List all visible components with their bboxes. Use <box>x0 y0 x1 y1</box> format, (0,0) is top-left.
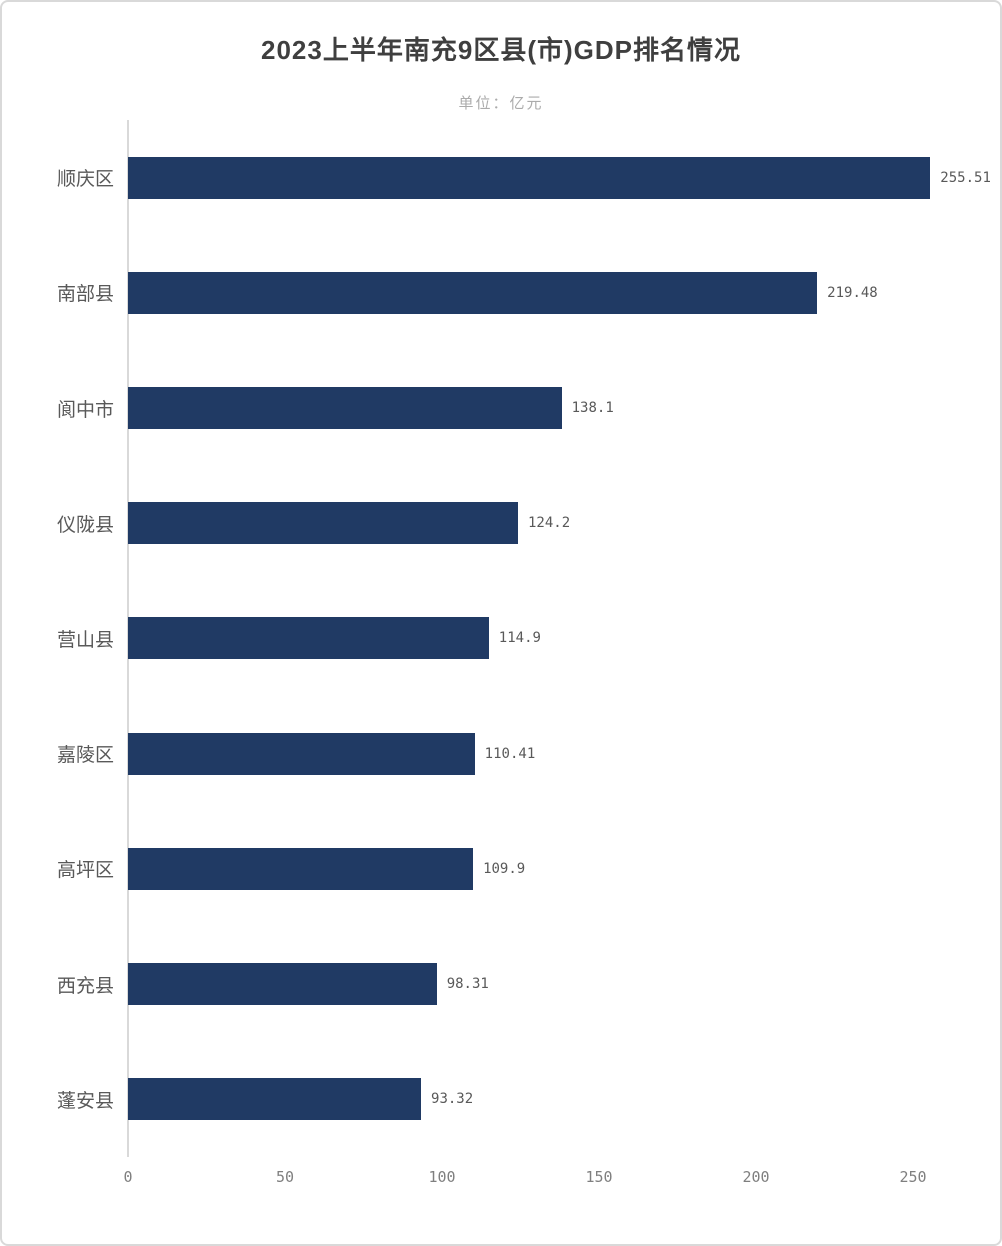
chart-row: 高坪区 109.9 <box>2 811 1000 926</box>
chart-row: 西充县 98.31 <box>2 927 1000 1042</box>
value-label: 93.32 <box>431 1091 474 1108</box>
chart-row: 营山县 114.9 <box>2 581 1000 696</box>
x-axis-tick-label: 200 <box>742 1168 770 1186</box>
bar <box>128 502 518 545</box>
chart-rows: 顺庆区 255.51 南部县 219.48 阆中市 138.1 仪陇县 124.2 营山县 114… <box>2 120 1000 1157</box>
chart-subtitle: 单位：亿元 <box>458 95 544 112</box>
bar <box>128 617 489 660</box>
bar <box>128 387 562 430</box>
value-label: 219.48 <box>827 284 878 301</box>
x-axis-tick-label: 0 <box>123 1168 133 1186</box>
chart-row: 蓬安县 93.32 <box>2 1042 1000 1157</box>
value-label: 110.41 <box>484 745 536 762</box>
chart-row: 南部县 219.48 <box>2 235 1000 350</box>
category-label: 仪陇县 <box>56 514 114 536</box>
category-label: 阆中市 <box>56 399 114 421</box>
bar <box>128 847 474 890</box>
chart-row: 顺庆区 255.51 <box>2 120 1000 235</box>
value-label: 114.9 <box>498 630 541 647</box>
x-axis-tick-label: 150 <box>585 1168 613 1186</box>
bar <box>128 156 931 199</box>
category-label: 顺庆区 <box>56 169 114 191</box>
bar <box>128 963 437 1006</box>
x-axis-tick-label: 250 <box>899 1168 927 1186</box>
value-label: 138.1 <box>571 400 614 417</box>
category-label: 嘉陵区 <box>56 745 114 767</box>
chart-title: 2023上半年南充9区县(市)GDP排名情况 <box>261 35 741 65</box>
x-axis-tick-label: 100 <box>428 1168 456 1186</box>
x-axis: 0 50 100 150 200 250 <box>2 1168 1000 1194</box>
category-label: 南部县 <box>56 284 114 306</box>
category-label: 营山县 <box>56 629 114 651</box>
category-label: 西充县 <box>56 975 114 997</box>
value-label: 98.31 <box>446 976 489 993</box>
value-label: 124.2 <box>527 515 571 532</box>
chart-row: 仪陇县 124.2 <box>2 466 1000 581</box>
category-label: 蓬安县 <box>56 1090 114 1112</box>
bar <box>128 271 818 314</box>
value-label: 109.9 <box>483 860 526 877</box>
bar <box>128 732 475 775</box>
x-axis-tick-label: 50 <box>275 1168 295 1186</box>
value-label: 255.51 <box>940 169 991 186</box>
chart-row: 嘉陵区 110.41 <box>2 696 1000 811</box>
bar <box>128 1078 422 1121</box>
chart-row: 阆中市 138.1 <box>2 350 1000 465</box>
category-label: 高坪区 <box>56 860 114 882</box>
